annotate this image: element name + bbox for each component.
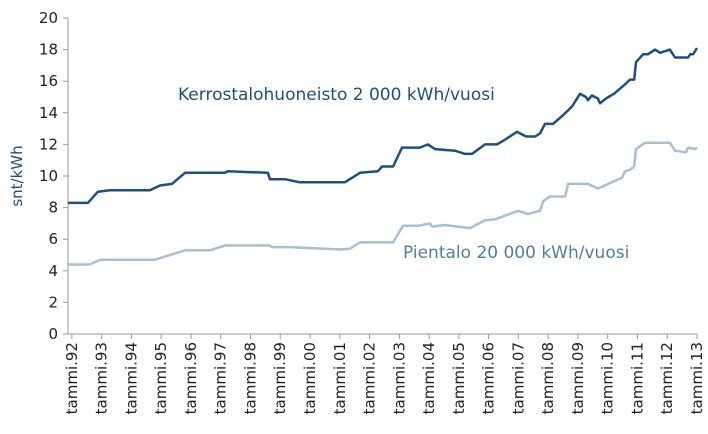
y-axis-label: snt/kWh [8, 145, 26, 206]
y-tick-label: 16 [39, 72, 58, 90]
x-tick-label: tammi.00 [301, 342, 319, 414]
x-tick-label: tammi.12 [658, 342, 676, 414]
x-tick-label: tammi.95 [152, 342, 170, 414]
x-tick-label: tammi.08 [539, 342, 557, 414]
series-label: Kerrostalohuoneisto 2 000 kWh/vuosi [178, 85, 495, 105]
x-tick-label: tammi.03 [390, 342, 408, 414]
series-line [68, 141, 698, 266]
y-tick-label: 8 [48, 199, 58, 217]
x-tick-label: tammi.99 [271, 342, 289, 414]
series-line [68, 47, 699, 205]
x-tick-label: tammi.04 [420, 342, 438, 414]
y-tick-label: 14 [39, 104, 58, 122]
y-tick-label: 6 [48, 230, 58, 248]
x-tick-label: tammi.07 [509, 342, 527, 414]
y-tick-label: 10 [39, 167, 58, 185]
x-tick-label: tammi.10 [599, 342, 617, 414]
series-label: Pientalo 20 000 kWh/vuosi [403, 243, 629, 263]
x-tick-label: tammi.93 [93, 342, 111, 414]
x-tick-label: tammi.13 [688, 342, 706, 414]
x-tick-label: tammi.06 [480, 342, 498, 414]
y-tick-label: 12 [39, 135, 58, 153]
x-tick-label: tammi.05 [450, 342, 468, 414]
y-tick-label: 2 [48, 293, 58, 311]
y-tick-label: 18 [39, 41, 58, 59]
x-tick-label: tammi.94 [122, 342, 140, 414]
x-tick-label: tammi.09 [569, 342, 587, 414]
x-tick-label: tammi.96 [182, 342, 200, 414]
y-tick-label: 0 [48, 325, 58, 343]
x-tick-label: tammi.97 [212, 342, 230, 414]
x-tick-label: tammi.11 [628, 342, 646, 414]
y-tick-label: 20 [39, 9, 58, 27]
x-tick-label: tammi.92 [63, 342, 81, 414]
x-tick-label: tammi.01 [331, 342, 349, 414]
y-tick-label: 4 [48, 262, 58, 280]
x-tick-label: tammi.02 [361, 342, 379, 414]
x-tick-label: tammi.98 [241, 342, 259, 414]
